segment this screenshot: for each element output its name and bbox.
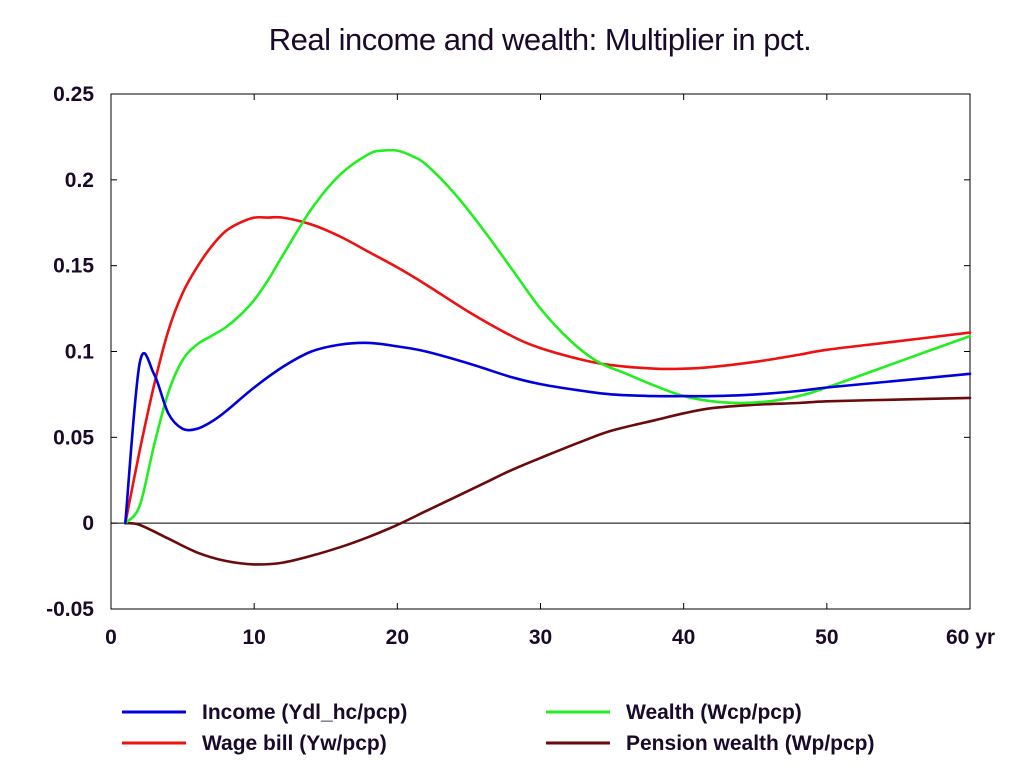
x-tick-label: 30 [529, 626, 552, 649]
x-tick-label: 0 [105, 626, 117, 649]
legend-label: Wage bill (Yw/pcp) [202, 732, 387, 755]
y-tick-label: 0.1 [65, 341, 95, 364]
x-tick-label: 40 [672, 626, 695, 649]
legend-label: Income (Ydl_hc/pcp) [202, 701, 407, 724]
legend-label: Wealth (Wcp/pcp) [626, 701, 802, 724]
chart-title: Real income and wealth: Multiplier in pc… [269, 22, 811, 57]
plot-area: -0.05 0 0.05 0.1 0.15 0.2 0.25 0 10 20 30 40 50 60 yr [46, 83, 995, 649]
y-tick-label: 0.15 [53, 255, 94, 278]
series-line-wealth [124, 148, 972, 525]
x-tick-label: 60 yr [946, 626, 995, 649]
series-line-pension [124, 396, 972, 566]
series-line-income [124, 341, 972, 525]
x-tick-label: 50 [815, 626, 838, 649]
legend-item-income: Income (Ydl_hc/pcp) [122, 701, 407, 724]
legend: Income (Ydl_hc/pcp) Wage bill (Yw/pcp) Wea… [122, 701, 875, 755]
legend-item-pension: Pension wealth (Wp/pcp) [546, 732, 875, 755]
series-line-wage [124, 215, 972, 525]
legend-label: Pension wealth (Wp/pcp) [626, 732, 875, 755]
y-tick-label: 0.2 [65, 169, 94, 192]
legend-item-wage: Wage bill (Yw/pcp) [122, 732, 387, 755]
plot-frame [110, 93, 971, 610]
legend-item-wealth: Wealth (Wcp/pcp) [546, 701, 802, 724]
y-tick-label: 0.25 [53, 83, 94, 106]
x-tick-label: 20 [386, 626, 409, 649]
y-tick-label: 0.05 [53, 426, 94, 449]
y-tick-label: 0 [82, 512, 94, 535]
y-tick-label: -0.05 [46, 598, 94, 621]
x-tick-label: 10 [242, 626, 265, 649]
